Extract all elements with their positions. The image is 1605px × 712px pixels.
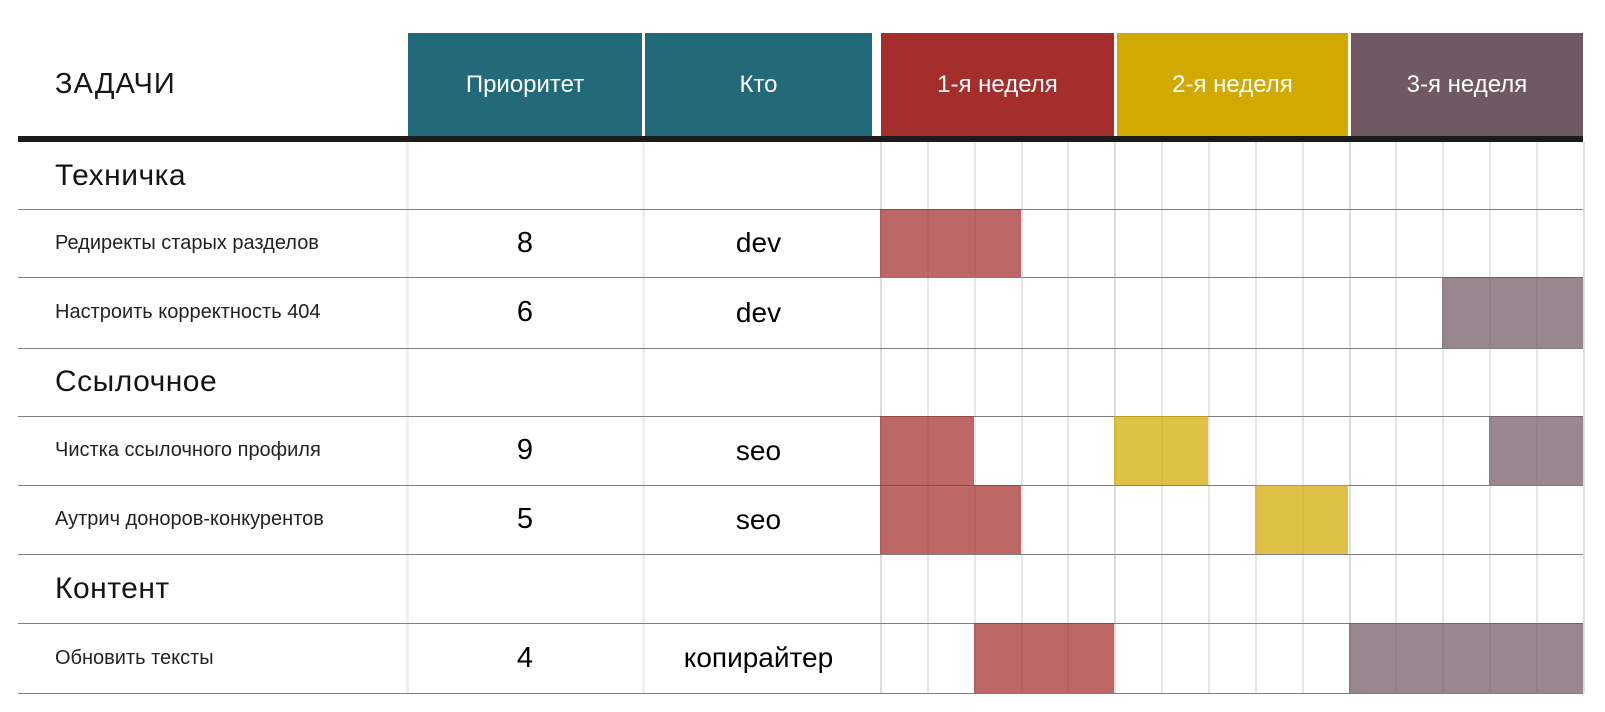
week1-header: 1-я неделя <box>881 33 1114 136</box>
section-row-label: Контент <box>55 571 170 605</box>
who-header: Кто <box>645 33 872 136</box>
day-gridline <box>1395 142 1398 693</box>
gantt-bar <box>1348 623 1583 693</box>
day-gridline <box>1020 142 1023 693</box>
gantt-bar <box>1254 485 1349 554</box>
day-gridline <box>1207 142 1210 693</box>
column-gridline <box>406 142 409 693</box>
week3-header-label: 3-я неделя <box>1406 70 1528 98</box>
tasks-header: ЗАДАЧИ <box>0 33 407 136</box>
priority-header: Приоритет <box>408 33 642 136</box>
gantt-bar <box>880 485 1021 554</box>
gantt-bar <box>1442 277 1583 348</box>
day-gridline <box>1301 142 1304 693</box>
gantt-bar <box>1489 416 1583 485</box>
task-row-label: Настроить корректность 404 <box>55 301 321 323</box>
day-gridline <box>1067 142 1070 693</box>
row-line <box>18 554 1583 555</box>
week2-header: 2-я неделя <box>1117 33 1348 136</box>
gantt-bar <box>1114 416 1208 485</box>
day-gridline <box>1442 142 1445 693</box>
priority-cell: 5 <box>516 503 534 535</box>
gantt-bar <box>880 416 974 485</box>
priority-header-label: Приоритет <box>465 70 585 98</box>
week3-header: 3-я неделя <box>1351 33 1583 136</box>
task-row-label: Аутрич доноров-конкурентов <box>55 508 324 530</box>
section-row-label: Техничка <box>55 158 187 192</box>
task-row-label: Редиректы старых разделов <box>55 231 319 254</box>
tasks-header-label: ЗАДАЧИ <box>55 68 176 100</box>
row-line <box>18 277 1583 278</box>
who-cell: seo <box>735 503 782 535</box>
task-row-label: Чистка ссылочного профиля <box>55 439 321 461</box>
row-line <box>18 485 1583 486</box>
gantt-bar <box>973 623 1115 693</box>
row-line <box>18 623 1583 624</box>
who-cell: seo <box>735 434 782 466</box>
gantt-bar <box>880 209 1021 277</box>
row-line <box>18 416 1583 417</box>
priority-cell: 8 <box>516 226 534 259</box>
column-gridline <box>642 142 645 693</box>
priority-cell: 9 <box>516 434 534 466</box>
day-gridline <box>1348 142 1351 693</box>
week2-header-label: 2-я неделя <box>1172 70 1293 98</box>
who-header-label: Кто <box>739 70 778 98</box>
header-underline <box>18 136 1583 142</box>
who-cell: dev <box>735 227 782 258</box>
row-line <box>18 348 1583 349</box>
day-gridline <box>1254 142 1257 693</box>
day-gridline <box>973 142 976 693</box>
day-gridline <box>1582 142 1585 693</box>
priority-cell: 4 <box>516 641 534 674</box>
who-cell: dev <box>735 296 782 328</box>
who-cell: копирайтер <box>683 642 834 673</box>
row-line <box>18 693 1583 694</box>
section-row-label: Ссылочное <box>55 365 218 398</box>
task-row-label: Обновить тексты <box>55 646 214 669</box>
week1-header-label: 1-я неделя <box>937 70 1058 98</box>
row-line <box>18 209 1583 210</box>
priority-cell: 6 <box>516 296 534 328</box>
